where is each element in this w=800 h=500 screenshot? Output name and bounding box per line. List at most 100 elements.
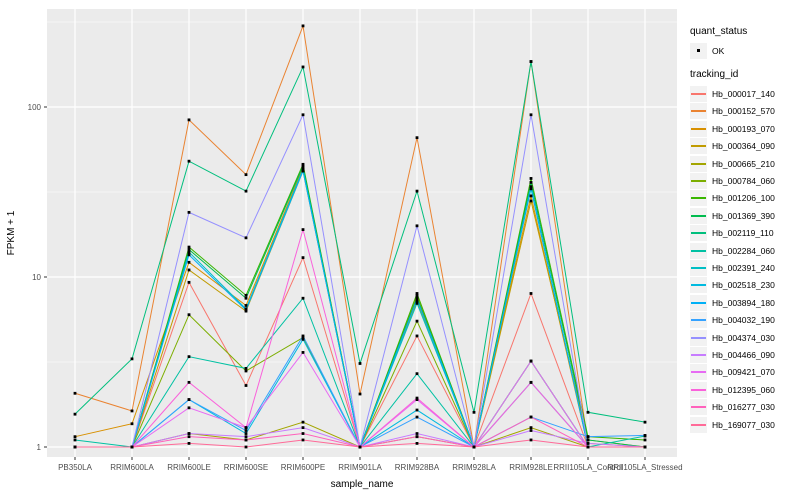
data-point — [187, 248, 191, 251]
data-point — [244, 429, 248, 432]
legend-item-label: Hb_002518_230 — [712, 280, 775, 291]
data-point — [301, 65, 305, 69]
data-point — [301, 164, 305, 168]
data-point — [586, 438, 590, 442]
data-point — [130, 445, 134, 449]
legend-key-swatch — [690, 294, 707, 311]
data-point — [643, 420, 647, 424]
x-tick-label: RRIM901LA — [338, 463, 382, 472]
legend-item-Hb_001369_390: Hb_001369_390 — [690, 207, 798, 224]
legend-item-Hb_169077_030: Hb_169077_030 — [690, 416, 798, 433]
data-point — [415, 408, 419, 412]
legend-key-swatch — [690, 225, 707, 242]
data-point — [244, 369, 248, 373]
legend-key-swatch — [690, 312, 707, 329]
x-tick-label: RRII105LA_Control — [553, 463, 623, 472]
legend-item-label: Hb_004032_190 — [712, 315, 775, 326]
data-point — [529, 429, 533, 432]
data-point — [187, 245, 191, 249]
data-point — [529, 415, 533, 419]
legend-key-swatch — [690, 190, 707, 207]
data-point — [301, 228, 305, 232]
data-point — [187, 435, 191, 439]
data-point — [529, 185, 533, 189]
legend-item-label: OK — [712, 45, 725, 56]
data-point — [244, 304, 248, 307]
data-point — [358, 362, 362, 365]
data-point — [529, 113, 533, 117]
data-point — [187, 380, 191, 384]
data-point — [529, 359, 533, 363]
legend-item-label: Hb_002119_110 — [712, 228, 774, 239]
data-point — [472, 445, 476, 449]
legend-key-swatch — [690, 242, 707, 259]
x-tick-label: PB350LA — [58, 463, 92, 472]
legend-tracking-items: Hb_000017_140 Hb_000152_570 Hb_000193_070 H… — [690, 85, 798, 433]
data-point — [415, 372, 419, 376]
legend-item-Hb_000017_140: Hb_000017_140 — [690, 85, 798, 103]
series-color-line-icon — [691, 249, 706, 252]
data-point — [187, 268, 191, 272]
legend-item-label: Hb_169077_030 — [712, 419, 775, 430]
data-point — [415, 441, 419, 445]
legend-key-swatch — [690, 364, 707, 381]
legend-item-Hb_002391_240: Hb_002391_240 — [690, 259, 798, 276]
data-point — [529, 199, 533, 203]
series-color-line-icon — [691, 127, 706, 130]
data-point — [301, 426, 305, 430]
point-icon — [697, 49, 700, 53]
data-point — [586, 441, 590, 445]
panel-background — [47, 9, 677, 457]
ok-point-key — [690, 42, 707, 59]
x-tick-label: RRIM600SE — [224, 463, 268, 472]
data-point — [244, 236, 248, 240]
data-point — [301, 167, 305, 171]
legend-key-swatch — [690, 277, 707, 294]
legend-key-swatch — [690, 346, 707, 363]
data-point — [301, 432, 305, 435]
data-point — [244, 173, 248, 177]
series-color-line-icon — [691, 266, 706, 269]
legend-item-label: Hb_000665_210 — [712, 158, 775, 169]
data-point — [187, 441, 191, 445]
x-tick-label: RRII105LA_Stressed — [607, 463, 682, 472]
data-point — [415, 432, 419, 435]
data-point — [187, 398, 191, 402]
legend-item-label: Hb_002284_060 — [712, 245, 775, 256]
data-point — [301, 24, 305, 28]
data-point — [187, 280, 191, 284]
data-point — [358, 445, 362, 449]
data-point — [187, 159, 191, 163]
legend-key-swatch — [690, 86, 707, 103]
legend-key-swatch — [690, 381, 707, 398]
data-point — [529, 181, 533, 184]
legend-item-label: Hb_000364_090 — [712, 141, 775, 152]
series-color-line-icon — [691, 93, 706, 96]
data-point — [529, 380, 533, 384]
data-point — [301, 351, 305, 354]
legend-item-label: Hb_000017_140 — [712, 89, 775, 100]
data-point — [643, 445, 647, 449]
series-color-line-icon — [691, 197, 706, 200]
legend-item-Hb_003894_180: Hb_003894_180 — [690, 294, 798, 311]
legend-item-Hb_002284_060: Hb_002284_060 — [690, 242, 798, 259]
data-point — [643, 434, 647, 437]
data-point — [244, 308, 248, 312]
legend-item-Hb_002518_230: Hb_002518_230 — [690, 277, 798, 294]
y-tick-label: 10 — [32, 273, 41, 282]
data-point — [415, 292, 419, 295]
series-color-line-icon — [691, 423, 706, 426]
legend-item-label: Hb_002391_240 — [712, 262, 775, 273]
data-point — [529, 438, 533, 442]
legend-item-Hb_000665_210: Hb_000665_210 — [690, 155, 798, 172]
legend-item-Hb_001206_100: Hb_001206_100 — [690, 190, 798, 207]
legend-spacer — [690, 59, 798, 69]
data-point — [130, 422, 134, 426]
data-point — [244, 366, 248, 370]
data-point — [301, 438, 305, 442]
series-color-line-icon — [691, 180, 706, 183]
data-point — [187, 260, 191, 264]
data-point — [529, 426, 533, 430]
legend-item-Hb_004466_090: Hb_004466_090 — [690, 346, 798, 363]
